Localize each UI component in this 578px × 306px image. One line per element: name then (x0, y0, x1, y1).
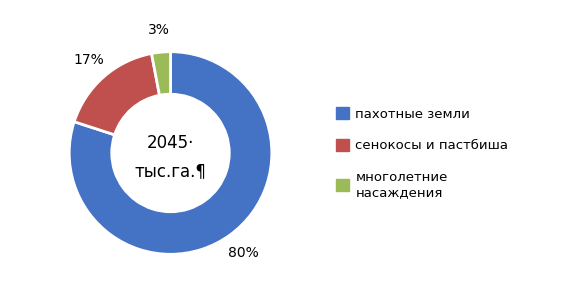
Wedge shape (74, 54, 160, 135)
Text: 80%: 80% (228, 246, 258, 260)
Text: 2045·: 2045· (147, 134, 194, 152)
Text: 3%: 3% (148, 23, 170, 37)
Text: тыс.га.¶: тыс.га.¶ (135, 162, 206, 180)
Legend: пахотные земли, сенокосы и пастбиша, многолетние
насаждения: пахотные земли, сенокосы и пастбиша, мно… (330, 102, 514, 204)
Text: 17%: 17% (73, 53, 104, 67)
Wedge shape (69, 52, 272, 254)
Wedge shape (151, 52, 171, 95)
